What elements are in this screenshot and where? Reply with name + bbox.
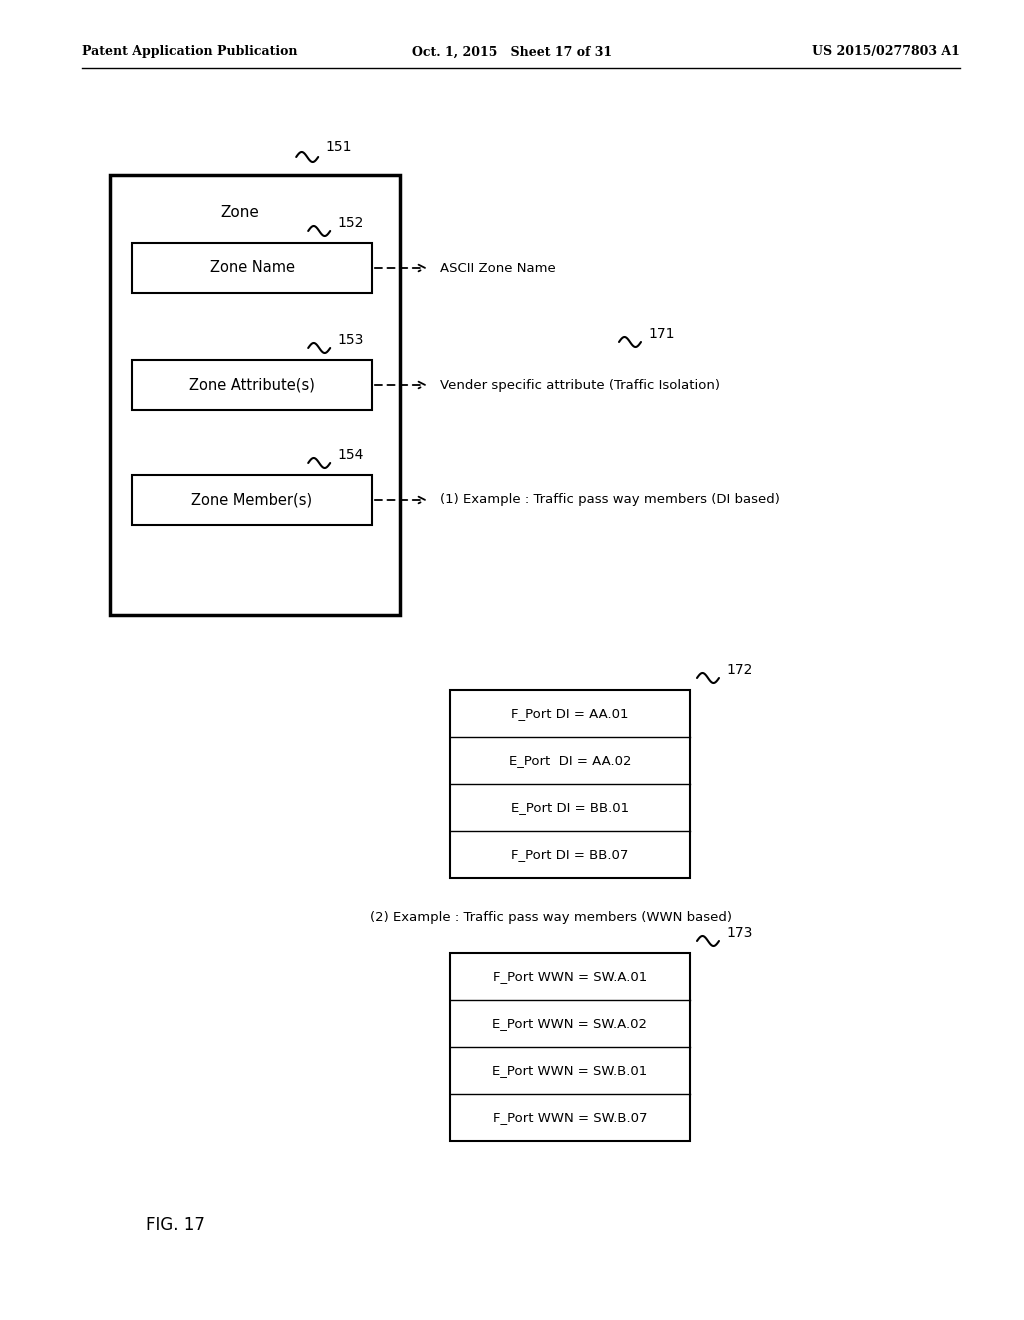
Text: ASCII Zone Name: ASCII Zone Name <box>440 261 556 275</box>
Text: F_Port WWN = SW.A.01: F_Port WWN = SW.A.01 <box>493 970 647 983</box>
Text: Zone Attribute(s): Zone Attribute(s) <box>189 378 315 392</box>
Text: Zone Member(s): Zone Member(s) <box>191 492 312 507</box>
Text: Patent Application Publication: Patent Application Publication <box>82 45 298 58</box>
Text: Zone Name: Zone Name <box>210 260 295 276</box>
Text: 173: 173 <box>726 927 753 940</box>
Text: 172: 172 <box>726 663 753 677</box>
Bar <box>450 690 690 878</box>
Text: 154: 154 <box>337 447 364 462</box>
Bar <box>450 953 690 1140</box>
Text: F_Port DI = AA.01: F_Port DI = AA.01 <box>511 708 629 719</box>
Text: (1) Example : Traffic pass way members (DI based): (1) Example : Traffic pass way members (… <box>440 494 780 507</box>
Text: F_Port WWN = SW.B.07: F_Port WWN = SW.B.07 <box>493 1111 647 1125</box>
Text: E_Port  DI = AA.02: E_Port DI = AA.02 <box>509 754 631 767</box>
Text: Vender specific attribute (Traffic Isolation): Vender specific attribute (Traffic Isola… <box>440 379 720 392</box>
Text: E_Port WWN = SW.B.01: E_Port WWN = SW.B.01 <box>493 1064 647 1077</box>
Bar <box>132 475 372 525</box>
Text: F_Port DI = BB.07: F_Port DI = BB.07 <box>511 847 629 861</box>
Text: E_Port DI = BB.01: E_Port DI = BB.01 <box>511 801 629 814</box>
Text: E_Port WWN = SW.A.02: E_Port WWN = SW.A.02 <box>493 1016 647 1030</box>
Text: 153: 153 <box>337 333 364 347</box>
Text: FIG. 17: FIG. 17 <box>145 1216 205 1234</box>
Bar <box>110 176 400 615</box>
Bar <box>132 360 372 411</box>
Text: Oct. 1, 2015   Sheet 17 of 31: Oct. 1, 2015 Sheet 17 of 31 <box>412 45 612 58</box>
Text: 151: 151 <box>326 140 351 154</box>
Text: 152: 152 <box>337 216 364 230</box>
Text: 171: 171 <box>648 327 675 341</box>
Text: Zone: Zone <box>220 205 259 220</box>
Bar <box>132 243 372 293</box>
Text: (2) Example : Traffic pass way members (WWN based): (2) Example : Traffic pass way members (… <box>370 912 732 924</box>
Text: US 2015/0277803 A1: US 2015/0277803 A1 <box>812 45 961 58</box>
